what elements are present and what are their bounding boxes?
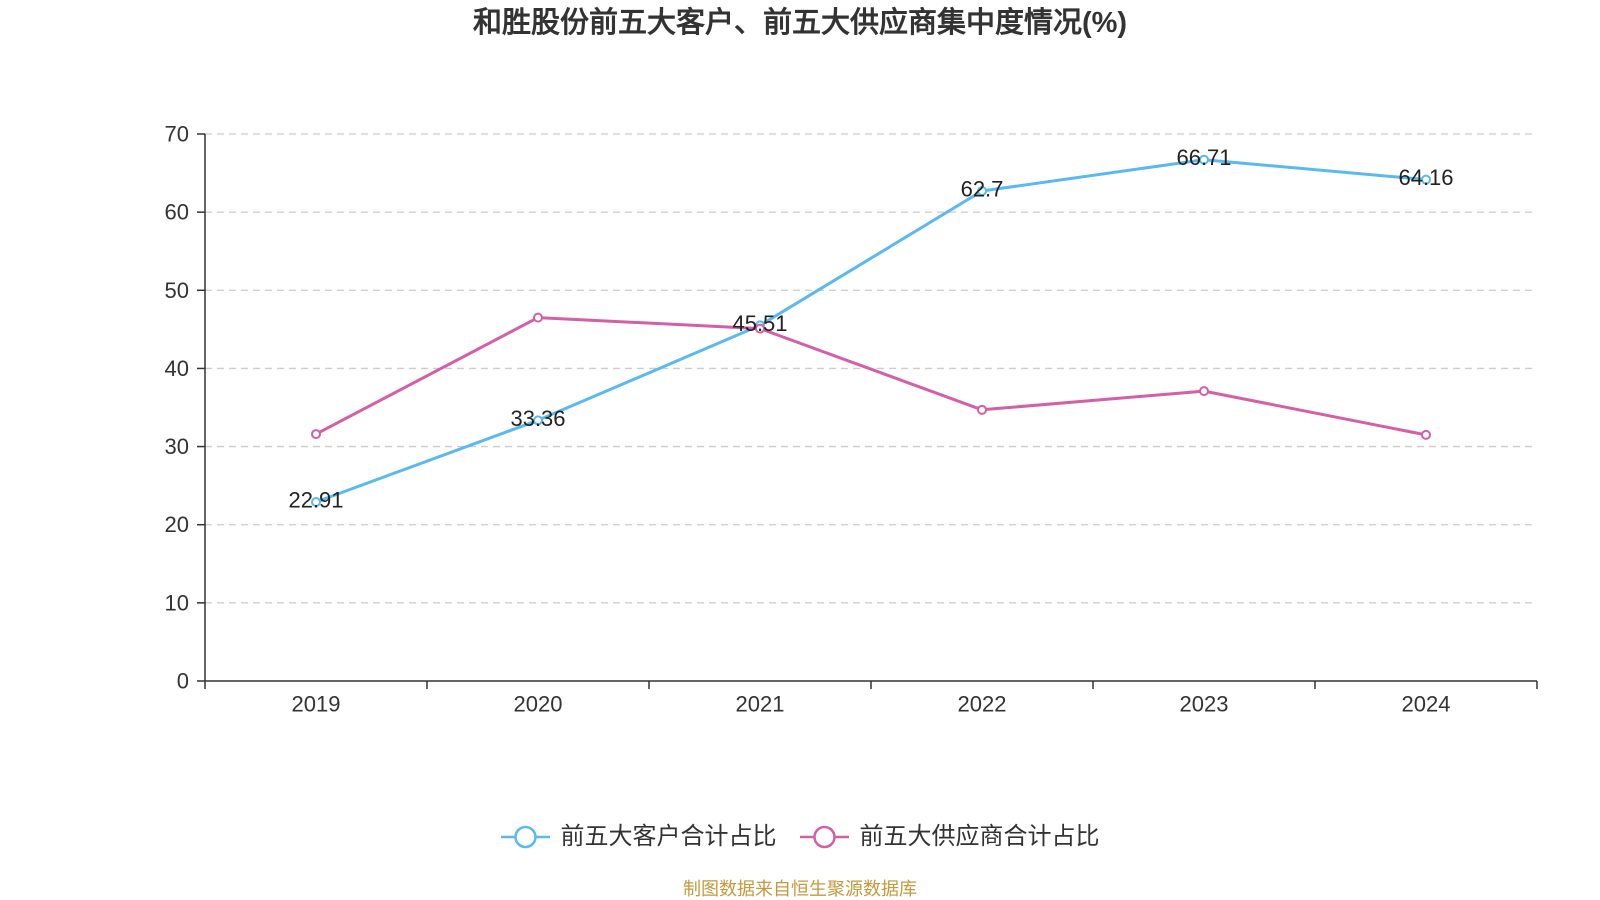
data-point [977, 186, 987, 197]
data-label: 45.51 [732, 311, 787, 336]
data-point [311, 496, 321, 507]
y-tick-label: 20 [165, 512, 189, 537]
data-point [533, 312, 543, 323]
legend-label: 前五大客户合计占比 [560, 823, 777, 850]
series-1 [311, 312, 1431, 440]
grid-lines [205, 133, 1537, 604]
y-tick-label: 40 [165, 356, 189, 381]
y-tick-label: 70 [165, 122, 189, 147]
source-note: 制图数据来自恒生聚源数据库 [683, 879, 917, 899]
data-label: 66.71 [1176, 145, 1231, 170]
y-tick-label: 50 [165, 278, 189, 303]
x-tick-label: 2023 [1180, 692, 1229, 717]
y-tick-label: 60 [165, 200, 189, 225]
data-point [977, 404, 987, 415]
data-labels: 22.91 33.36 45.51 62.7 66.71 64.16 [288, 145, 1453, 512]
series-line [314, 158, 1428, 504]
circle-line-icon [500, 825, 550, 849]
series-layer [311, 154, 1431, 507]
data-label: 64.16 [1398, 165, 1453, 190]
data-point [1421, 174, 1431, 185]
y-tick-label: 30 [165, 434, 189, 459]
data-point [1421, 429, 1431, 440]
x-tick-label: 2019 [292, 692, 341, 717]
series-0 [311, 154, 1431, 507]
legend-item-top5-customers[interactable]: 前五大客户合计占比 [500, 823, 777, 851]
y-tick-label: 10 [165, 590, 189, 615]
axes: 0 10 20 30 40 50 60 70 2019 2020 2021 2022 2023 2024 [165, 122, 1538, 717]
legend-label: 前五大供应商合计占比 [859, 823, 1100, 850]
legend: 前五大客户合计占比 前五大供应商合计占比 [0, 823, 1600, 851]
data-point [533, 415, 543, 426]
data-label: 22.91 [288, 487, 343, 512]
x-tick-label: 2020 [514, 692, 563, 717]
y-tick-label: 0 [177, 669, 189, 694]
data-point [311, 429, 321, 440]
x-tick-label: 2022 [958, 692, 1007, 717]
series-line [314, 316, 1428, 437]
data-point [1199, 154, 1209, 165]
data-label: 62.7 [961, 177, 1004, 202]
circle-line-icon [799, 825, 849, 849]
data-point [1199, 386, 1209, 397]
data-point [755, 323, 765, 334]
chart-title: 和胜股份前五大客户、前五大供应商集中度情况(%) [472, 7, 1128, 39]
x-tick-label: 2024 [1402, 692, 1451, 717]
data-label: 33.36 [510, 406, 565, 431]
x-tick-label: 2021 [736, 692, 785, 717]
legend-item-top5-suppliers[interactable]: 前五大供应商合计占比 [799, 823, 1100, 851]
